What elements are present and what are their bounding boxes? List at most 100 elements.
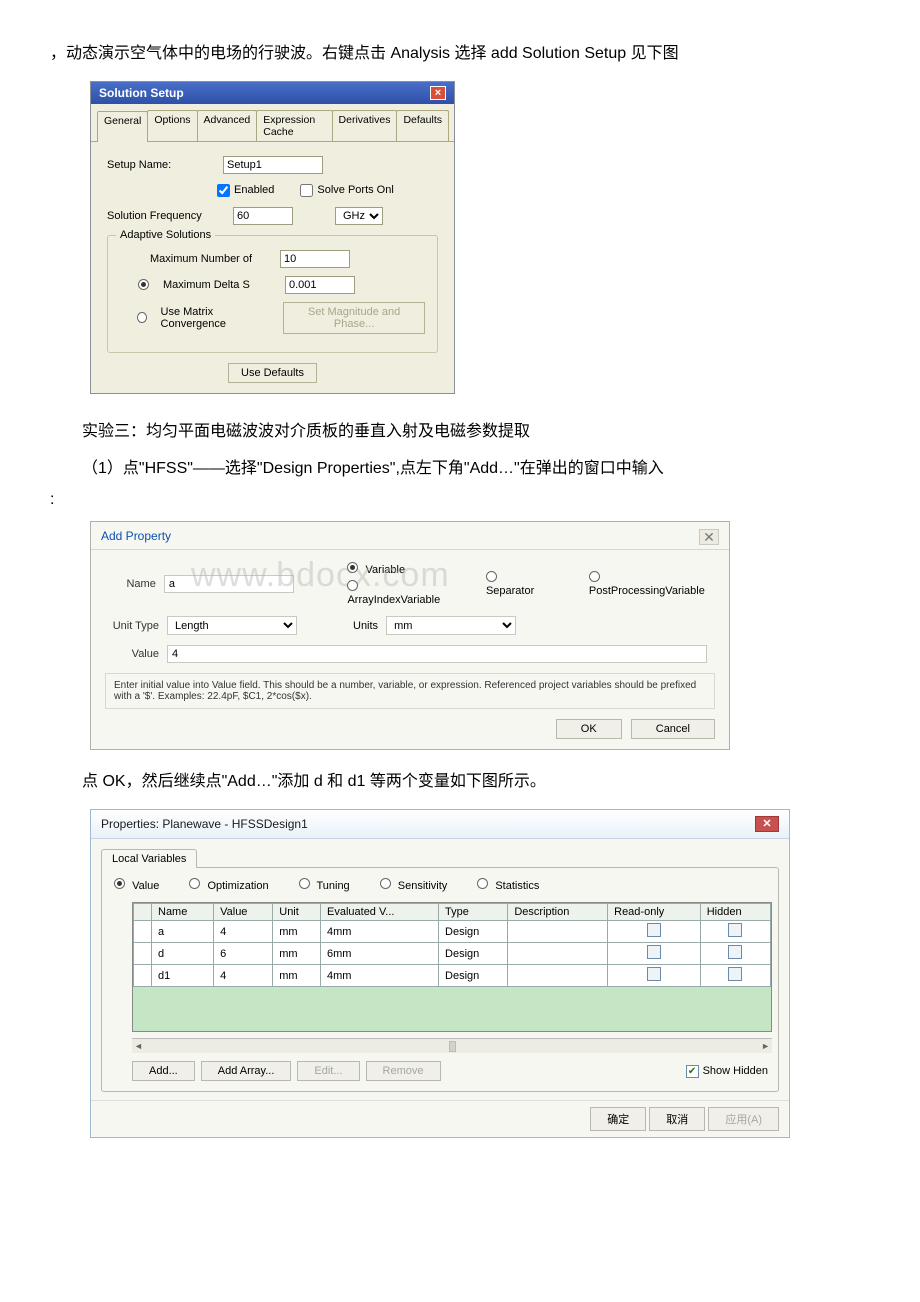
arrayindex-radio-label: ArrayIndexVariable (347, 594, 440, 606)
cell-description (508, 965, 608, 987)
close-icon[interactable]: × (430, 86, 446, 100)
units-label: Units (353, 620, 378, 632)
close-icon[interactable]: ✕ (699, 529, 719, 545)
dialog-body: Setup Name: Enabled Solve Ports Onl Solu… (91, 142, 454, 393)
enabled-label: Enabled (234, 184, 274, 196)
col-hidden[interactable]: Hidden (700, 904, 770, 921)
setup-name-input[interactable] (223, 156, 323, 174)
cell-type: Design (439, 965, 508, 987)
tab-local-variables[interactable]: Local Variables (101, 849, 197, 868)
col-type[interactable]: Type (439, 904, 508, 921)
hidden-checkbox[interactable] (728, 967, 742, 981)
apply-button[interactable]: 应用(A) (708, 1107, 779, 1131)
cancel-button[interactable]: Cancel (631, 719, 715, 739)
postprocessing-radio[interactable] (589, 571, 600, 582)
variable-radio[interactable] (347, 562, 358, 573)
table-header-row: Name Value Unit Evaluated V... Type Desc… (134, 904, 771, 921)
show-hidden-checkbox[interactable]: ✔ (686, 1065, 699, 1078)
tab-panel: Value Optimization Tuning Sensitivity St… (101, 867, 779, 1092)
sensitivity-radio-label: Sensitivity (398, 880, 448, 892)
cell-type: Design (439, 943, 508, 965)
paragraph-intro: ，动态演示空气体中的电场的行驶波。右键点击 Analysis 选择 add So… (50, 40, 870, 69)
tuning-radio-label: Tuning (316, 880, 349, 892)
col-value[interactable]: Value (214, 904, 273, 921)
readonly-checkbox[interactable] (647, 967, 661, 981)
col-name[interactable]: Name (152, 904, 214, 921)
cell-type: Design (439, 921, 508, 943)
enabled-checkbox[interactable] (217, 184, 230, 197)
col-description[interactable]: Description (508, 904, 608, 921)
table-row[interactable]: d6mm6mmDesign (134, 943, 771, 965)
tab-derivatives[interactable]: Derivatives (332, 110, 398, 141)
tab-expression-cache[interactable]: Expression Cache (256, 110, 332, 141)
edit-button[interactable]: Edit... (297, 1061, 359, 1081)
remove-button[interactable]: Remove (366, 1061, 441, 1081)
solution-frequency-input[interactable] (233, 207, 293, 225)
statistics-radio[interactable] (477, 878, 488, 889)
col-unit[interactable]: Unit (273, 904, 321, 921)
cell-evaluated: 4mm (321, 965, 439, 987)
cancel-button[interactable]: 取消 (649, 1107, 705, 1131)
set-magnitude-phase-button[interactable]: Set Magnitude and Phase... (283, 302, 425, 334)
hidden-checkbox[interactable] (728, 923, 742, 937)
variable-radio-column: Variable ArrayIndexVariable (347, 562, 451, 606)
cell-unit: mm (273, 943, 321, 965)
table-row[interactable]: a4mm4mmDesign (134, 921, 771, 943)
table-row[interactable]: d14mm4mmDesign (134, 965, 771, 987)
solve-ports-label: Solve Ports Onl (317, 184, 393, 196)
col-evaluated[interactable]: Evaluated V... (321, 904, 439, 921)
add-button[interactable]: Add... (132, 1061, 195, 1081)
arrayindex-radio[interactable] (347, 580, 358, 591)
separator-radio-label: Separator (486, 585, 534, 597)
solution-frequency-unit-dropdown[interactable]: GHz (335, 207, 383, 225)
step-2-text: 点 OK，然后继续点"Add…"添加 d 和 d1 等两个变量如下图所示。 (50, 768, 870, 797)
unit-type-label: Unit Type (105, 620, 159, 632)
scroll-right-icon[interactable]: ► (761, 1041, 770, 1051)
value-input[interactable] (167, 645, 707, 663)
cell-value: 4 (214, 965, 273, 987)
add-property-dialog: Add Property ✕ www.bdocx.com Name Variab… (90, 521, 730, 750)
name-input[interactable] (164, 575, 294, 593)
add-array-button[interactable]: Add Array... (201, 1061, 292, 1081)
max-number-input[interactable] (280, 250, 350, 268)
units-dropdown[interactable]: mm (386, 616, 516, 635)
max-delta-s-input[interactable] (285, 276, 355, 294)
tuning-radio[interactable] (299, 878, 310, 889)
scroll-thumb[interactable] (449, 1041, 456, 1052)
tab-defaults[interactable]: Defaults (396, 110, 449, 141)
adaptive-legend: Adaptive Solutions (116, 229, 215, 241)
col-readonly[interactable]: Read-only (608, 904, 701, 921)
unit-type-dropdown[interactable]: Length (167, 616, 297, 635)
use-defaults-button[interactable]: Use Defaults (228, 363, 317, 383)
value-radio[interactable] (114, 878, 125, 889)
tab-advanced[interactable]: Advanced (197, 110, 258, 141)
dialog-titlebar: Add Property ✕ (91, 522, 729, 550)
max-delta-s-radio[interactable] (138, 279, 149, 290)
show-hidden-label: Show Hidden (703, 1065, 768, 1077)
tab-options[interactable]: Options (147, 110, 197, 141)
value-radio-label: Value (132, 880, 159, 892)
ok-button[interactable]: OK (556, 719, 622, 739)
dialog-title-text: Solution Setup (99, 86, 184, 100)
readonly-checkbox[interactable] (647, 923, 661, 937)
solution-setup-dialog: Solution Setup × General Options Advance… (90, 81, 455, 394)
cell-name: a (152, 921, 214, 943)
horizontal-scrollbar[interactable]: ◄ ► (132, 1038, 772, 1053)
ok-button[interactable]: 确定 (590, 1107, 646, 1131)
optimization-radio[interactable] (189, 878, 200, 889)
use-matrix-radio[interactable] (137, 312, 147, 323)
separator-radio[interactable] (486, 571, 497, 582)
step-1-text: （1）点"HFSS"——选择"Design Properties",点左下角"A… (50, 455, 870, 484)
solve-ports-checkbox[interactable] (300, 184, 313, 197)
readonly-checkbox[interactable] (647, 945, 661, 959)
postprocessing-radio-label: PostProcessingVariable (589, 585, 705, 597)
cell-unit: mm (273, 965, 321, 987)
tab-general[interactable]: General (97, 111, 148, 142)
dialog-body: Local Variables Value Optimization Tunin… (91, 839, 789, 1100)
cell-description (508, 943, 608, 965)
scroll-left-icon[interactable]: ◄ (134, 1041, 143, 1051)
close-icon[interactable]: ✕ (755, 816, 779, 832)
optimization-radio-label: Optimization (207, 880, 268, 892)
sensitivity-radio[interactable] (380, 878, 391, 889)
hidden-checkbox[interactable] (728, 945, 742, 959)
